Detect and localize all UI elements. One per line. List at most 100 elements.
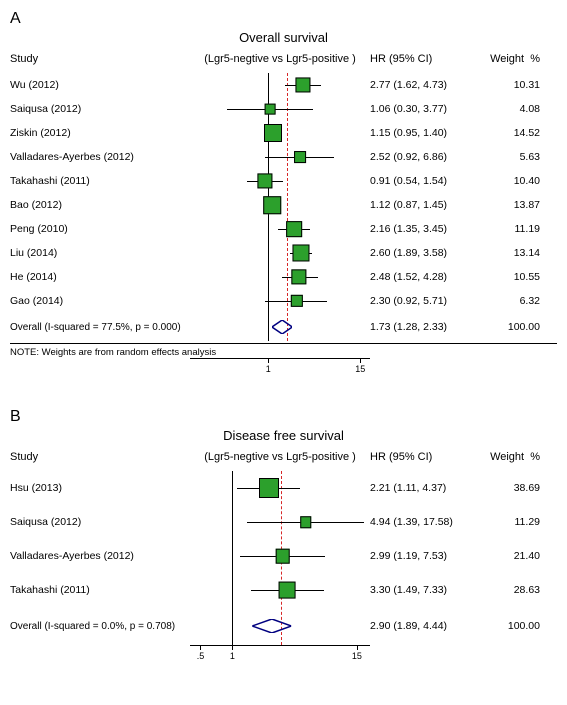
weight-text: 13.87 <box>480 199 540 211</box>
panel-label: A <box>10 10 557 28</box>
weight-text: 6.32 <box>480 295 540 307</box>
weight-text: 10.40 <box>480 175 540 187</box>
pooled-diamond <box>272 619 292 633</box>
point-estimate-marker <box>294 151 306 163</box>
axis-tick <box>268 358 269 363</box>
study-name: Wu (2012) <box>10 79 190 91</box>
overall-label: Overall (I-squared = 0.0%, p = 0.708) <box>10 621 190 632</box>
chart-title: Disease free survival <box>10 428 557 443</box>
weight-text: 21.40 <box>480 550 540 562</box>
hr-ci-text: 1.12 (0.87, 1.45) <box>370 199 480 211</box>
chart-title: Overall survival <box>10 30 557 45</box>
study-row: Ziskin (2012) 1.15 (0.95, 1.40)14.52 <box>10 121 557 145</box>
study-row: Gao (2014) 2.30 (0.92, 5.71)6.32 <box>10 289 557 313</box>
study-row: Saiqusa (2012) 4.94 (1.39, 17.58)11.29 <box>10 505 557 539</box>
axis-tick-label: .5 <box>197 651 205 661</box>
hr-ci-text: 2.77 (1.62, 4.73) <box>370 79 480 91</box>
study-row: Takahashi (2011) 3.30 (1.49, 7.33)28.63 <box>10 573 557 607</box>
study-row: Takahashi (2011) 0.91 (0.54, 1.54)10.40 <box>10 169 557 193</box>
study-name: Takahashi (2011) <box>10 584 190 596</box>
hr-header: HR (95% CI) <box>370 53 480 65</box>
point-estimate-marker <box>259 478 279 498</box>
point-estimate-marker <box>287 221 303 237</box>
hr-header: HR (95% CI) <box>370 451 480 463</box>
hr-ci-text: 0.91 (0.54, 1.54) <box>370 175 480 187</box>
point-estimate-marker <box>257 173 272 188</box>
study-name: Ziskin (2012) <box>10 127 190 139</box>
point-estimate-marker <box>292 244 309 261</box>
study-name: Takahashi (2011) <box>10 175 190 187</box>
study-row: Hsu (2013)2.21 (1.11, 4.37)38.69 <box>10 471 557 505</box>
axis-tick <box>360 358 361 363</box>
study-row: Saiqusa (2012) 1.06 (0.30, 3.77)4.08 <box>10 97 557 121</box>
axis-tick-label: 1 <box>230 651 235 661</box>
axis-tick <box>232 645 233 650</box>
point-estimate-marker <box>264 124 282 142</box>
footnote: NOTE: Weights are from random effects an… <box>10 343 557 358</box>
hr-ci-text: 1.06 (0.30, 3.77) <box>370 103 480 115</box>
weight-text: 28.63 <box>480 584 540 596</box>
overall-row: Overall (I-squared = 0.0%, p = 0.708) 2.9… <box>10 607 557 645</box>
overall-weight: 100.00 <box>480 620 540 632</box>
study-name: Saiqusa (2012) <box>10 516 190 528</box>
hr-ci-text: 4.94 (1.39, 17.58) <box>370 516 480 528</box>
comparison-header: (Lgr5-negtive vs Lgr5-positive ) <box>190 53 370 65</box>
study-name: Saiqusa (2012) <box>10 103 190 115</box>
weight-header: Weight % <box>480 53 540 65</box>
hr-ci-text: 2.30 (0.92, 5.71) <box>370 295 480 307</box>
point-estimate-marker <box>263 196 281 214</box>
point-estimate-marker <box>290 295 302 307</box>
axis-tick <box>200 645 201 650</box>
point-estimate-marker <box>275 549 290 564</box>
weight-text: 13.14 <box>480 247 540 259</box>
forest-plot-panel: B Disease free survival Study (Lgr5-negt… <box>10 408 557 675</box>
point-estimate-marker <box>291 269 306 284</box>
study-header: Study <box>10 53 190 65</box>
overall-label: Overall (I-squared = 77.5%, p = 0.000) <box>10 322 190 333</box>
header-row: Study (Lgr5-negtive vs Lgr5-positive ) H… <box>10 451 557 463</box>
axis-tick <box>357 645 358 650</box>
study-row: Wu (2012) 2.77 (1.62, 4.73)10.31 <box>10 73 557 97</box>
weight-text: 10.31 <box>480 79 540 91</box>
study-name: Liu (2014) <box>10 247 190 259</box>
comparison-header: (Lgr5-negtive vs Lgr5-positive ) <box>190 451 370 463</box>
header-row: Study (Lgr5-negtive vs Lgr5-positive ) H… <box>10 53 557 65</box>
hr-ci-text: 1.15 (0.95, 1.40) <box>370 127 480 139</box>
study-name: Hsu (2013) <box>10 482 190 494</box>
panel-label: B <box>10 408 557 426</box>
hr-ci-text: 2.16 (1.35, 3.45) <box>370 223 480 235</box>
plot-rows: Wu (2012) 2.77 (1.62, 4.73)10.31 Saiqusa (… <box>10 73 557 341</box>
axis-tick-label: 1 <box>266 364 271 374</box>
overall-hr-text: 1.73 (1.28, 2.33) <box>370 321 480 333</box>
weight-text: 10.55 <box>480 271 540 283</box>
weight-text: 14.52 <box>480 127 540 139</box>
study-name: Valladares-Ayerbes (2012) <box>10 151 190 163</box>
pooled-diamond <box>282 320 292 334</box>
study-row: Peng (2010)2.16 (1.35, 3.45)11.19 <box>10 217 557 241</box>
overall-hr-text: 2.90 (1.89, 4.44) <box>370 620 480 632</box>
plot-rows: Hsu (2013)2.21 (1.11, 4.37)38.69Saiqusa … <box>10 471 557 645</box>
point-estimate-marker <box>265 104 276 115</box>
study-name: Bao (2012) <box>10 199 190 211</box>
x-axis: .5 1 15 <box>190 645 370 675</box>
weight-text: 38.69 <box>480 482 540 494</box>
study-name: Peng (2010) <box>10 223 190 235</box>
study-row: Valladares-Ayerbes (2012) 2.99 (1.19, 7.5… <box>10 539 557 573</box>
hr-ci-text: 2.60 (1.89, 3.58) <box>370 247 480 259</box>
overall-weight: 100.00 <box>480 321 540 333</box>
weight-text: 5.63 <box>480 151 540 163</box>
study-row: He (2014) 2.48 (1.52, 4.28)10.55 <box>10 265 557 289</box>
forest-plot-panel: A Overall survival Study (Lgr5-negtive v… <box>10 10 557 388</box>
study-row: Bao (2012) 1.12 (0.87, 1.45)13.87 <box>10 193 557 217</box>
hr-ci-text: 2.99 (1.19, 7.53) <box>370 550 480 562</box>
hr-ci-text: 3.30 (1.49, 7.33) <box>370 584 480 596</box>
study-name: He (2014) <box>10 271 190 283</box>
hr-ci-text: 2.48 (1.52, 4.28) <box>370 271 480 283</box>
study-name: Valladares-Ayerbes (2012) <box>10 550 190 562</box>
weight-text: 4.08 <box>480 103 540 115</box>
weight-text: 11.29 <box>480 516 540 528</box>
study-name: Gao (2014) <box>10 295 190 307</box>
point-estimate-marker <box>279 582 296 599</box>
axis-tick-label: 15 <box>352 651 362 661</box>
hr-ci-text: 2.52 (0.92, 6.86) <box>370 151 480 163</box>
